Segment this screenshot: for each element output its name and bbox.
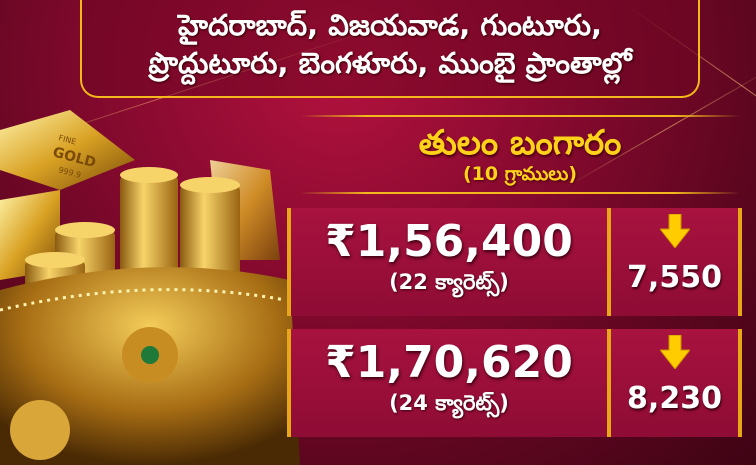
cities-header: హైదరాబాద్, విజయవాడ, గుంటూరు, ప్రొద్దుటూర… <box>80 0 700 98</box>
change-22k: 7,550 <box>627 260 722 295</box>
karat-label-24k: (24 క్యారెట్స్) <box>389 391 509 415</box>
header-line-2: ప్రొద్దుటూరు, బెంగళూరు, ముంబై ప్రాంతాల్ల… <box>148 46 632 80</box>
gold-jewelry-image: FINE GOLD 999.9 <box>0 110 300 465</box>
price-box-22k: ₹1,56,400 (22 క్యారెట్స్) <box>287 208 607 316</box>
price-box-24k: ₹1,70,620 (24 క్యారెట్స్) <box>287 329 607 437</box>
divider <box>300 115 740 117</box>
change-box-24k: 8,230 <box>607 329 742 437</box>
header-line-1: హైదరాబాద్, విజయవాడ, గుంటూరు, <box>177 8 602 42</box>
gold-bar <box>0 110 135 190</box>
title: తులం బంగారం <box>418 123 622 163</box>
karat-label-22k: (22 క్యారెట్స్) <box>389 270 509 294</box>
divider <box>300 192 740 194</box>
arrow-down-icon <box>658 334 691 370</box>
change-24k: 8,230 <box>627 381 722 416</box>
subtitle: (10 గ్రాములు) <box>462 163 578 185</box>
price-22k: ₹1,56,400 <box>325 216 573 267</box>
change-box-22k: 7,550 <box>607 208 742 316</box>
price-24k: ₹1,70,620 <box>325 337 573 388</box>
arrow-down-icon <box>658 213 691 249</box>
